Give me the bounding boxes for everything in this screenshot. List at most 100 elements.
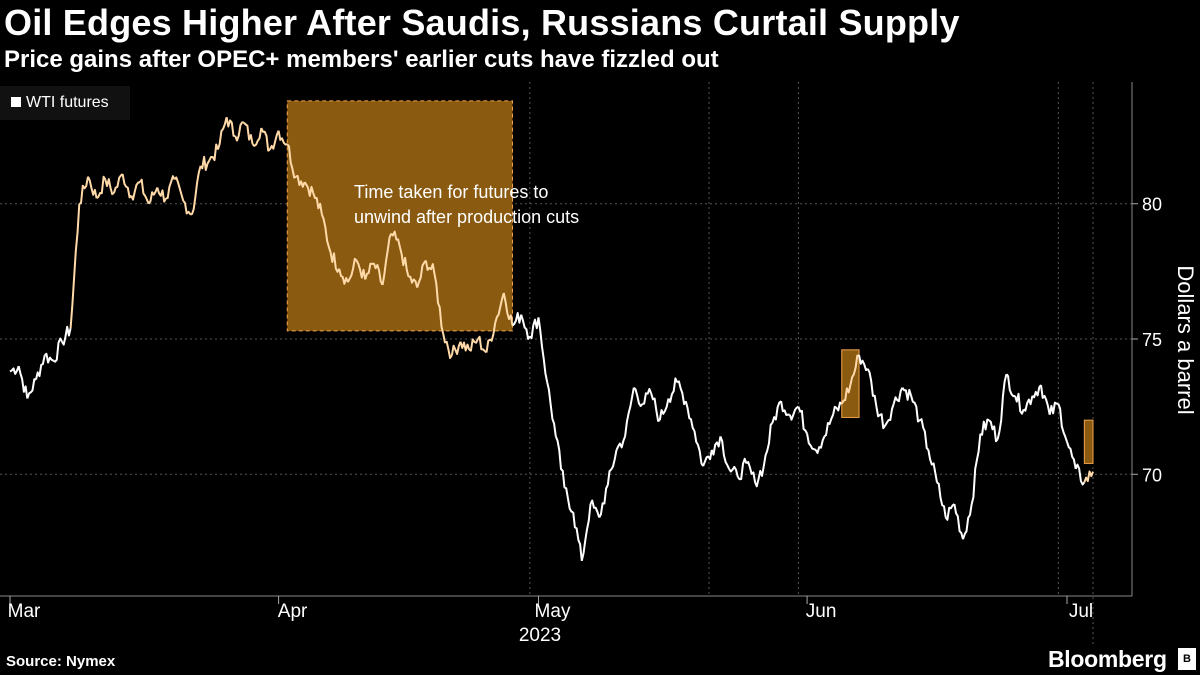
series-segment [364, 262, 375, 280]
series-segment [139, 178, 150, 205]
series-segment [260, 127, 271, 152]
series-segment [225, 117, 236, 138]
series-segment [658, 398, 670, 421]
series-segment [1023, 395, 1034, 412]
series-segment [693, 430, 704, 467]
legend-label: WTI futures [26, 94, 109, 111]
series-segment [147, 187, 159, 205]
series-segment [962, 503, 973, 540]
highlight-box [1083, 419, 1094, 464]
series-segment [424, 260, 436, 275]
x-tick-label: Mar [8, 601, 41, 622]
series-segment [797, 406, 808, 435]
series-segment [87, 176, 98, 199]
series-segment [642, 388, 653, 405]
series-segment [234, 121, 245, 142]
series-segment [988, 419, 999, 443]
series-segment [347, 257, 358, 283]
annotation-line-2: unwind after production cuts [354, 207, 579, 227]
series-segment [537, 317, 549, 383]
series-segment [719, 436, 731, 470]
series-segment [442, 333, 453, 359]
series-segment [44, 352, 54, 364]
series-segment [884, 403, 895, 427]
series-segment [633, 386, 644, 407]
series-segment [69, 203, 81, 329]
series-segment [468, 338, 479, 352]
series-segment [295, 174, 306, 188]
series-segment [754, 465, 765, 488]
series-segment [840, 384, 852, 405]
series-segment [1040, 384, 1051, 415]
series-segment [901, 387, 913, 401]
series-segment [372, 262, 384, 286]
x-tick-label: May [535, 601, 571, 622]
series-segment [130, 181, 141, 201]
series-segment [598, 484, 609, 518]
series-segment [1048, 401, 1059, 415]
chart-subtitle: Price gains after OPEC+ members' earlier… [4, 46, 719, 73]
series-segment [624, 387, 635, 437]
series-segment [858, 355, 869, 372]
series-segment [199, 155, 211, 171]
series-segment [849, 354, 860, 386]
series-segment [1031, 384, 1042, 399]
highlight-box [286, 100, 514, 332]
series-segment [390, 230, 401, 248]
series-segment [320, 214, 332, 253]
series-segment [156, 187, 167, 203]
series-segment [676, 380, 687, 406]
series-segment [26, 378, 37, 399]
series-segment [606, 449, 618, 486]
series-segment [554, 436, 566, 488]
series-segment [970, 433, 982, 505]
axis-layer: 70 75 80 Mar Apr May Jun Jul [0, 82, 1162, 622]
series-segment [1066, 441, 1077, 470]
series-segment [190, 165, 202, 215]
series-segment [433, 273, 445, 334]
series-segment [459, 341, 471, 352]
series-segment [485, 322, 497, 353]
series-segment [312, 192, 323, 215]
y-tick-label: 80 [1142, 195, 1162, 215]
x-tick-label: Jun [806, 601, 837, 622]
series-segment [173, 176, 185, 202]
series-segment [996, 373, 1008, 440]
series-segment [79, 176, 89, 205]
series-segment [745, 461, 757, 483]
series-segment [702, 449, 713, 467]
series-segment [61, 325, 72, 346]
series-segment [564, 486, 574, 514]
series-segment [762, 422, 774, 467]
series-segment [615, 436, 627, 451]
series-segment [875, 406, 886, 430]
series-segment [251, 127, 263, 147]
series-segment [95, 175, 107, 200]
series-segment [494, 292, 505, 324]
series-segment [338, 268, 349, 285]
series-segment [979, 418, 990, 436]
series-segment [589, 499, 601, 518]
series-segment [529, 317, 540, 340]
series-segment [286, 143, 297, 179]
series-segment [1083, 470, 1094, 483]
series-segment [919, 418, 930, 451]
series-segment [477, 335, 488, 354]
source-note: Source: Nymex [6, 653, 116, 670]
series-segment [1074, 463, 1086, 486]
series-segment [1057, 403, 1068, 443]
series-segment [303, 181, 315, 197]
series-segment [780, 401, 790, 416]
series-segment [944, 503, 956, 521]
series-segment [572, 511, 583, 561]
series-segment [953, 503, 964, 540]
series-segment [502, 292, 514, 326]
series-segment [398, 246, 410, 278]
series-segment [329, 252, 341, 273]
x-year-label: 2023 [519, 625, 561, 646]
series-segment [121, 173, 133, 199]
series-segment [788, 405, 799, 421]
series-segment [17, 365, 29, 399]
series-segment [216, 116, 228, 150]
series-segment [277, 130, 288, 146]
